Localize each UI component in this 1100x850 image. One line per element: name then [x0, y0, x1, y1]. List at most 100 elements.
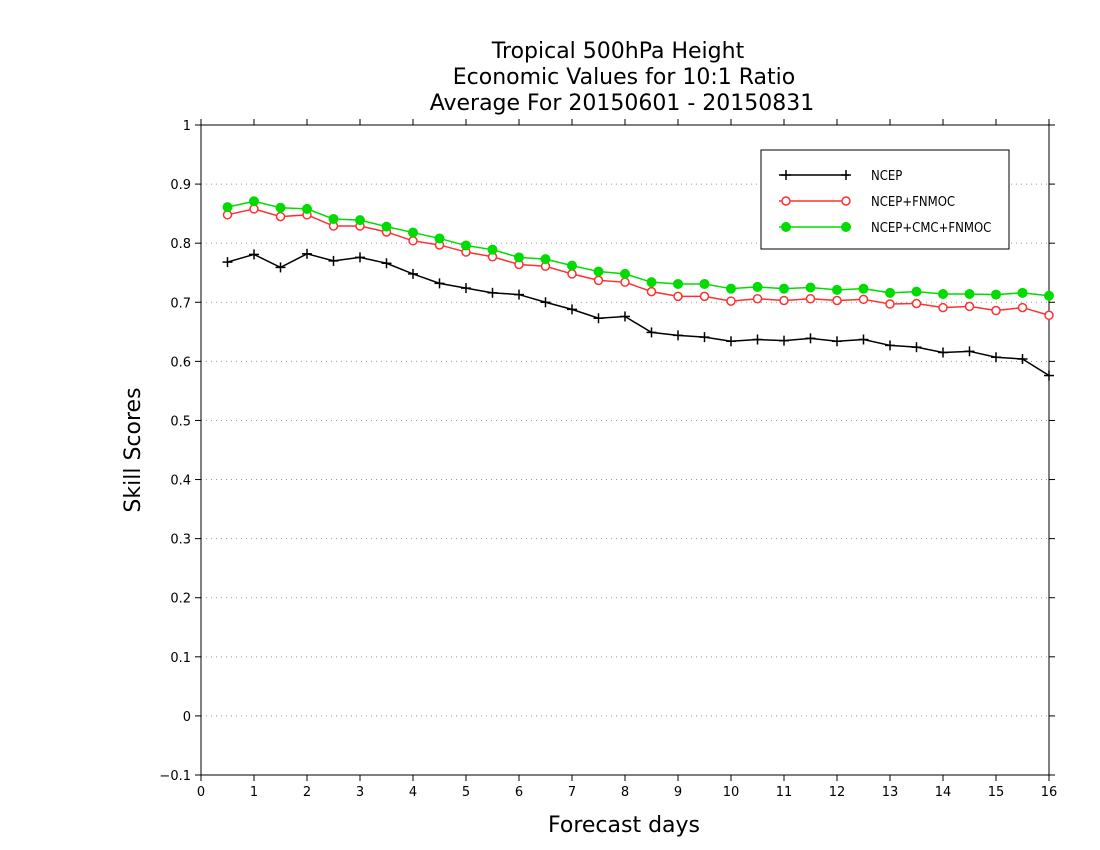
data-point [964, 301, 975, 312]
legend-label: NCEP+CMC+FNMOC [871, 221, 991, 236]
data-point [646, 286, 657, 297]
data-point [328, 213, 339, 224]
data-point [540, 254, 551, 265]
legend-marker [841, 222, 851, 232]
x-tick-label: 4 [409, 785, 417, 800]
x-tick-label: 12 [829, 785, 846, 800]
data-point [593, 275, 604, 286]
data-point [779, 283, 789, 294]
x-tick-label: 0 [197, 785, 205, 800]
data-point [832, 284, 842, 295]
x-tick-label: 8 [621, 785, 629, 800]
data-point [1044, 310, 1054, 321]
series-line [227, 253, 1050, 377]
data-point [408, 236, 418, 246]
data-point [911, 286, 922, 297]
data-point [355, 215, 365, 226]
data-point [938, 289, 948, 299]
data-point [222, 257, 233, 268]
grid-lines [201, 183, 1049, 717]
data-point [620, 311, 630, 322]
x-tick-label: 11 [776, 785, 793, 800]
x-tick-label: 6 [515, 785, 523, 800]
data-point [805, 333, 816, 344]
y-axis-label: Skill Scores [121, 387, 146, 512]
x-axis-label: Forecast days [548, 813, 700, 838]
data-point [514, 252, 524, 263]
data-point [991, 289, 1001, 300]
data-point [964, 346, 975, 357]
y-tick-label: 0.3 [170, 533, 191, 548]
data-point [487, 287, 498, 298]
x-tick-label: 16 [1041, 785, 1058, 800]
data-point [805, 293, 816, 304]
data-point [779, 335, 789, 346]
data-point [620, 277, 630, 287]
legend-entry: NCEP [779, 169, 902, 184]
y-tick-label: −0.1 [159, 769, 191, 784]
data-point [885, 287, 895, 298]
data-point [858, 294, 869, 305]
data-point [991, 352, 1001, 363]
legend-marker [781, 222, 791, 232]
data-point [540, 297, 551, 308]
legend: NCEP NCEP+FNMOC NCEP+CMC+FNMOC [760, 149, 1010, 250]
data-point [620, 268, 630, 279]
data-point [885, 340, 895, 351]
data-point [752, 334, 763, 345]
x-tick-label: 10 [723, 785, 740, 800]
data-point [381, 258, 392, 269]
data-point [991, 305, 1001, 316]
y-tick-label: 0.4 [170, 474, 191, 489]
y-axis-tick-labels: −0.1 0 0.1 0.2 0.3 0.4 0.5 0.6 0.7 0.8 0.9 1 [159, 119, 191, 784]
series-ncep-cmc-fnmoc [222, 196, 1054, 301]
y-tick-label: 0.7 [170, 296, 191, 311]
data-point [408, 227, 418, 238]
data-point [885, 299, 895, 309]
data-point [434, 278, 445, 289]
data-point [858, 283, 869, 294]
data-point [1044, 370, 1054, 381]
data-point [673, 291, 683, 302]
legend-marker [781, 170, 791, 180]
data-point [275, 202, 286, 213]
data-point [434, 233, 445, 244]
y-tick-label: 0.5 [170, 414, 191, 429]
data-point [726, 336, 736, 347]
data-point [805, 282, 816, 293]
y-tick-label: 0.1 [170, 651, 191, 666]
x-tick-label: 2 [303, 785, 311, 800]
data-point [699, 278, 710, 289]
data-point [911, 298, 922, 309]
data-point [302, 203, 312, 214]
data-point [461, 240, 471, 251]
data-point [487, 244, 498, 255]
data-point [673, 330, 683, 341]
series-ncep [222, 248, 1054, 381]
data-point [355, 252, 365, 263]
data-point [1017, 287, 1028, 298]
data-point [726, 296, 736, 306]
data-point [779, 295, 789, 306]
y-tick-label: 1 [183, 119, 191, 134]
data-point [328, 255, 339, 266]
data-point [699, 291, 710, 302]
legend-marker [781, 196, 791, 206]
data-point [593, 313, 604, 324]
data-point [249, 196, 259, 207]
legend-box [760, 149, 1010, 250]
data-point [752, 293, 763, 304]
legend-marker [841, 196, 851, 206]
legend-marker [841, 170, 851, 180]
legend-label: NCEP [871, 169, 902, 184]
x-tick-label: 9 [674, 785, 682, 800]
y-tick-label: 0.6 [170, 355, 191, 370]
data-point [302, 248, 312, 259]
data-point [646, 277, 657, 288]
data-point [832, 336, 842, 347]
x-tick-label: 3 [356, 785, 364, 800]
data-point [832, 295, 842, 306]
x-tick-label: 13 [882, 785, 899, 800]
data-point [222, 202, 233, 213]
